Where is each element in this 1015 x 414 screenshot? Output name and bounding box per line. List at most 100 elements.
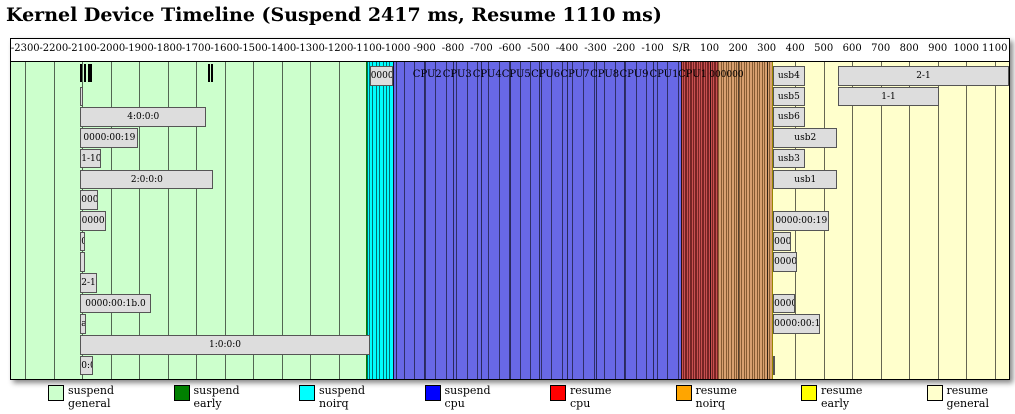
device-bar[interactable]: 0000:00:19 — [80, 128, 139, 148]
phase-stripe — [385, 62, 387, 379]
tick-label: -300 — [584, 43, 607, 54]
tick-label: -1100 — [353, 43, 382, 54]
device-bar[interactable]: 0000 — [80, 210, 106, 231]
tick-label: -2000 — [96, 43, 126, 54]
event-mark — [207, 64, 210, 82]
phase-stripe — [738, 62, 740, 379]
event-mark — [80, 64, 83, 82]
device-bar[interactable]: 0000 — [773, 293, 795, 314]
phase-stripe — [708, 62, 710, 379]
device-bar[interactable]: 0000:00:19 — [773, 210, 830, 231]
device-bar[interactable]: 2-1 — [80, 273, 97, 293]
phase-stripe — [445, 62, 447, 379]
legend-label-line2: cpu — [570, 397, 591, 410]
phase-stripe — [715, 62, 717, 379]
tick-label: 1100 — [982, 43, 1008, 54]
phase-stripe — [604, 62, 606, 379]
device-bar[interactable]: usb1 — [773, 169, 838, 190]
device-bar[interactable] — [80, 252, 86, 272]
device-bar[interactable]: usb4 — [773, 66, 805, 86]
gridline — [424, 39, 426, 379]
phase-stripe — [769, 62, 771, 379]
phase-stripe — [530, 62, 532, 379]
chart-title: Kernel Device Timeline (Suspend 2417 ms,… — [6, 4, 662, 26]
phase-stripe — [748, 62, 750, 379]
phase-stripe — [710, 62, 712, 379]
phase-stripe — [379, 62, 381, 379]
device-bar[interactable]: 1-10 — [80, 148, 101, 169]
legend-label-line1: resume — [570, 384, 612, 397]
phase-stripe — [764, 62, 766, 379]
device-bar[interactable]: 1:0:0:0 — [80, 335, 370, 355]
gridline — [167, 39, 169, 379]
legend-label-line1: suspend — [319, 384, 366, 397]
tick-label: -1300 — [295, 43, 325, 54]
phase-stripe — [393, 62, 395, 379]
device-bar[interactable]: usb3 — [773, 148, 805, 169]
device-bar[interactable]: 1-1 — [837, 86, 940, 107]
tick-label: -200 — [612, 43, 636, 54]
device-bar[interactable]: 000 — [773, 231, 791, 252]
phase-stripe — [682, 62, 684, 379]
device-bar[interactable]: 0000 — [369, 66, 394, 86]
phase-stripe — [582, 62, 584, 379]
cpu-label: CPU8 — [590, 69, 620, 80]
event-mark — [90, 64, 93, 82]
device-bar[interactable]: 000000 — [709, 70, 744, 80]
timeline[interactable]: CPU2 CPU3 CPU4 CPU5 CPU6 CPU7 CPU8 CPU9 CPU1 CPU1… — [10, 38, 1010, 380]
legend-label: suspend noirq — [319, 384, 365, 410]
tick-label: -600 — [498, 43, 522, 54]
cpu-label: CPU2 — [412, 69, 442, 80]
gridline — [196, 39, 198, 379]
gridline — [281, 39, 283, 379]
gridline — [510, 39, 511, 379]
phase-stripe — [684, 62, 686, 379]
device-bar[interactable] — [80, 86, 83, 107]
device-bar[interactable]: 4:0:0:0 — [80, 107, 207, 128]
device-bar[interactable]: 0000:00:1b.0 — [80, 293, 151, 314]
device-bar[interactable]: 0:0 — [80, 355, 94, 376]
phase-stripe — [746, 62, 748, 379]
gridline — [852, 39, 854, 379]
tick-label: -1900 — [124, 43, 154, 54]
tick-label: -1200 — [324, 43, 354, 54]
phase-stripe — [656, 62, 658, 379]
gridline — [110, 39, 112, 379]
phase-stripe — [635, 62, 637, 379]
device-bar[interactable]: 2-1 — [837, 66, 1009, 86]
cpu-label: CPU1 — [649, 69, 679, 80]
phase-suspend-noirq — [367, 62, 394, 379]
device-bar[interactable]: usb5 — [773, 86, 805, 107]
device-bar[interactable]: usb6 — [773, 107, 805, 128]
device-bar[interactable] — [773, 355, 776, 376]
phase-stripe — [723, 62, 725, 379]
phase-stripe — [677, 62, 679, 379]
phase-suspend-cpu — [393, 62, 682, 379]
device-bar[interactable]: 0000:00:1 — [773, 314, 821, 335]
tick-label: -1400 — [267, 43, 297, 54]
legend-label: suspend cpu — [445, 384, 491, 410]
phase-stripe — [667, 62, 669, 379]
phase-stripe — [540, 62, 542, 379]
phase-stripe — [519, 62, 521, 379]
legend-label-line2: early — [193, 397, 222, 410]
legend-label-line1: resume — [821, 384, 863, 397]
device-bar[interactable]: 0000 — [773, 252, 797, 272]
tick-label: 300 — [757, 43, 777, 54]
device-bar[interactable]: a — [80, 314, 86, 335]
tick-label: -2200 — [39, 43, 69, 54]
cpu-label: CPU1 — [677, 69, 707, 80]
phase-stripe — [625, 62, 627, 379]
gridline — [937, 39, 939, 379]
device-bar[interactable]: 000 — [80, 190, 98, 210]
legend-swatch — [801, 385, 817, 401]
gridline — [310, 39, 312, 379]
device-bar[interactable]: 2:0:0:0 — [80, 169, 214, 190]
phase-stripe — [646, 62, 648, 379]
device-bar[interactable]: usb2 — [773, 128, 838, 148]
phase-stripe — [699, 62, 701, 379]
phase-stripe — [498, 62, 500, 379]
time-scale: -2300 -2200 -2100 -2000 -1900 -1800 -1700 -1600… — [11, 39, 1009, 62]
phase-stripe — [572, 62, 574, 379]
device-bar[interactable]: 0 — [80, 231, 86, 252]
